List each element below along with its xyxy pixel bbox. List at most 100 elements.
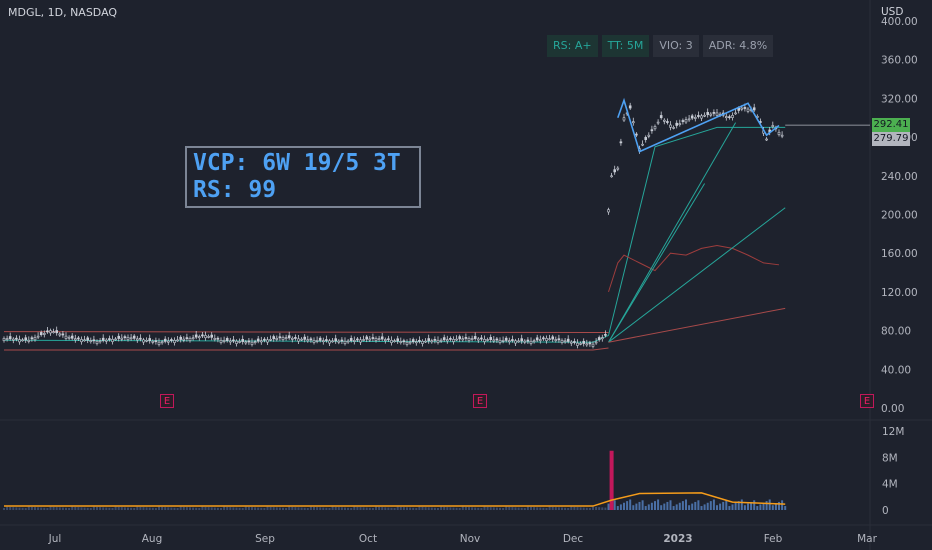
volume-average-line xyxy=(4,492,786,507)
price-tick-label: 40.00 xyxy=(881,364,911,376)
volume-bar xyxy=(570,506,573,510)
volume-bar xyxy=(393,508,396,510)
time-tick-label: 2023 xyxy=(663,533,692,545)
earnings-marker[interactable]: E xyxy=(160,394,174,408)
volume-bar xyxy=(151,507,154,510)
volume-bar xyxy=(154,508,157,510)
volume-bar xyxy=(309,506,312,510)
volume-bar xyxy=(458,508,461,510)
volume-bar xyxy=(254,507,257,510)
volume-bar xyxy=(483,506,486,510)
time-tick-label: Aug xyxy=(142,533,163,545)
candle-body xyxy=(346,340,350,343)
volume-bar xyxy=(554,507,557,510)
price-tick-label: 320.00 xyxy=(881,93,918,105)
volume-bar xyxy=(548,506,551,510)
candle-body xyxy=(92,339,96,342)
candle-body xyxy=(492,339,496,342)
fan-line xyxy=(608,122,737,343)
candle-body xyxy=(247,340,251,343)
candle-body xyxy=(325,339,328,341)
fan-line xyxy=(608,183,706,343)
time-tick-label: Nov xyxy=(460,533,481,545)
candle-body xyxy=(424,340,427,343)
volume-bar xyxy=(716,505,718,510)
candle-body xyxy=(480,337,483,340)
time-tick-label: Oct xyxy=(359,533,377,545)
candle-body xyxy=(588,342,592,345)
candle-body xyxy=(644,137,648,140)
candle-body xyxy=(108,338,111,340)
candle-body xyxy=(724,116,728,119)
candle-body xyxy=(476,338,480,341)
candle-body xyxy=(535,337,539,341)
volume-bar xyxy=(297,507,300,510)
candle-body xyxy=(241,339,244,342)
candle-body xyxy=(139,337,142,340)
candle-body xyxy=(275,338,279,340)
volume-bar xyxy=(167,507,170,510)
volume-bar xyxy=(635,503,638,510)
candle-body xyxy=(464,337,468,339)
volume-bar xyxy=(579,507,582,510)
volume-bar xyxy=(266,506,269,510)
symbol-header: MDGL, 1D, NASDAQ xyxy=(8,6,118,19)
badge-vio: VIO: 3 xyxy=(653,35,699,57)
candle-body xyxy=(15,337,18,340)
candle-body xyxy=(712,112,716,114)
candle-body xyxy=(182,338,186,341)
candle-body xyxy=(371,337,375,339)
candle-body xyxy=(278,336,282,339)
candle-body xyxy=(64,335,68,339)
candle-body xyxy=(238,341,241,343)
volume-bar xyxy=(551,506,554,510)
volume-bar xyxy=(709,501,712,510)
volume-bar xyxy=(74,506,77,510)
volume-bar xyxy=(592,506,594,510)
candle-body xyxy=(449,338,452,340)
candle-body xyxy=(604,333,607,336)
volume-bar xyxy=(285,508,288,510)
currency-label: USD xyxy=(881,6,903,18)
volume-bar xyxy=(582,507,585,510)
candle-body xyxy=(142,339,145,343)
candle-body xyxy=(715,112,719,116)
candle-body xyxy=(461,338,465,341)
last-price-label: 292.41 xyxy=(872,118,910,132)
volume-bar xyxy=(415,508,418,510)
candle-body xyxy=(563,340,567,343)
volume-bar xyxy=(722,501,725,510)
candle-body xyxy=(188,338,192,341)
candle-body xyxy=(154,340,158,343)
earnings-marker[interactable]: E xyxy=(860,394,874,408)
volume-bar xyxy=(545,508,548,510)
volume-bar xyxy=(257,507,260,510)
volume-bar xyxy=(517,507,520,510)
candle-body xyxy=(36,335,40,338)
candle-body xyxy=(666,121,669,123)
candle-body xyxy=(486,339,489,341)
candle-body xyxy=(120,337,124,340)
earnings-marker[interactable]: E xyxy=(473,394,487,408)
volume-bar xyxy=(179,506,182,510)
candle-body xyxy=(678,123,682,126)
candle-body xyxy=(647,134,651,137)
volume-bar xyxy=(669,500,672,510)
volume-bar xyxy=(334,506,337,510)
candle-body xyxy=(39,332,43,336)
candle-body xyxy=(483,339,486,342)
volume-bar xyxy=(402,507,405,510)
volume-bar xyxy=(778,501,780,510)
candle-body xyxy=(101,337,105,341)
volume-bar xyxy=(685,499,687,510)
volume-bar xyxy=(288,506,291,510)
volume-bar xyxy=(378,506,381,510)
candle-body xyxy=(136,338,139,341)
volume-bar xyxy=(68,508,71,510)
candle-body xyxy=(315,340,319,342)
candle-body xyxy=(414,341,418,344)
volume-bar xyxy=(774,503,777,510)
candle-body xyxy=(33,337,37,341)
